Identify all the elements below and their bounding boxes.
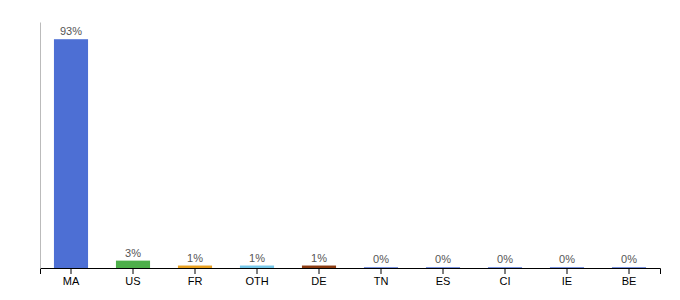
x-tick-mark <box>319 268 320 274</box>
x-tick-label: DE <box>311 275 326 287</box>
x-axis-line <box>41 269 661 275</box>
x-tick-label: ES <box>436 275 451 287</box>
x-axis: MA US FR OTH DE TN ES CI IE BE <box>41 268 661 287</box>
x-tick: US <box>125 268 140 287</box>
x-tick: FR <box>188 268 203 287</box>
data-label: 93% <box>60 25 82 37</box>
x-tick-label: US <box>125 275 140 287</box>
data-label: 0% <box>559 253 575 265</box>
bar <box>550 267 584 268</box>
x-tick-mark <box>505 268 506 274</box>
x-tick-mark <box>71 268 72 274</box>
plot-area: 93% 3% 1% 1% 1% 0% 0% 0% 0% 0% MA US FR OTH DE TN ES CI IE… <box>41 23 661 287</box>
x-tick: TN <box>374 268 389 287</box>
x-tick-mark <box>567 268 568 274</box>
bar <box>302 266 336 268</box>
x-tick-mark <box>443 268 444 274</box>
bar <box>364 267 398 268</box>
x-tick: DE <box>311 268 326 287</box>
data-label: 0% <box>435 253 451 265</box>
data-labels: 93% 3% 1% 1% 1% 0% 0% 0% 0% 0% <box>60 25 637 265</box>
x-tick-label: CI <box>500 275 511 287</box>
data-label: 1% <box>249 252 265 264</box>
bar <box>488 267 522 268</box>
y-axis <box>40 23 41 269</box>
chart-container: 93% 3% 1% 1% 1% 0% 0% 0% 0% 0% MA US FR OTH DE TN ES CI IE… <box>0 0 680 300</box>
x-tick-mark <box>629 268 630 274</box>
data-label: 0% <box>621 253 637 265</box>
bar <box>612 267 646 268</box>
x-tick-label: MA <box>63 275 80 287</box>
x-tick-label: TN <box>374 275 389 287</box>
data-label: 1% <box>311 252 327 264</box>
x-tick: CI <box>500 268 511 287</box>
x-tick: MA <box>63 268 80 287</box>
data-label: 3% <box>125 247 141 259</box>
bar <box>240 266 274 268</box>
x-tick-label: OTH <box>245 275 268 287</box>
data-label: 1% <box>187 252 203 264</box>
x-tick-mark <box>381 268 382 274</box>
x-tick-label: BE <box>622 275 637 287</box>
x-tick: BE <box>622 268 637 287</box>
data-label: 0% <box>497 253 513 265</box>
bars <box>54 39 646 268</box>
bar <box>426 267 460 268</box>
x-tick: OTH <box>245 268 268 287</box>
bar <box>116 261 150 268</box>
data-label: 0% <box>373 253 389 265</box>
x-tick-label: IE <box>562 275 572 287</box>
bar <box>178 266 212 268</box>
x-tick-mark <box>195 268 196 274</box>
bar <box>54 39 88 268</box>
x-tick-mark <box>257 268 258 274</box>
y-axis-line <box>40 23 41 269</box>
chart-svg: 93% 3% 1% 1% 1% 0% 0% 0% 0% 0% MA US FR OTH DE TN ES CI IE… <box>0 0 680 300</box>
x-tick-label: FR <box>188 275 203 287</box>
x-tick-mark <box>133 268 134 274</box>
x-tick: IE <box>562 268 572 287</box>
x-tick: ES <box>436 268 451 287</box>
